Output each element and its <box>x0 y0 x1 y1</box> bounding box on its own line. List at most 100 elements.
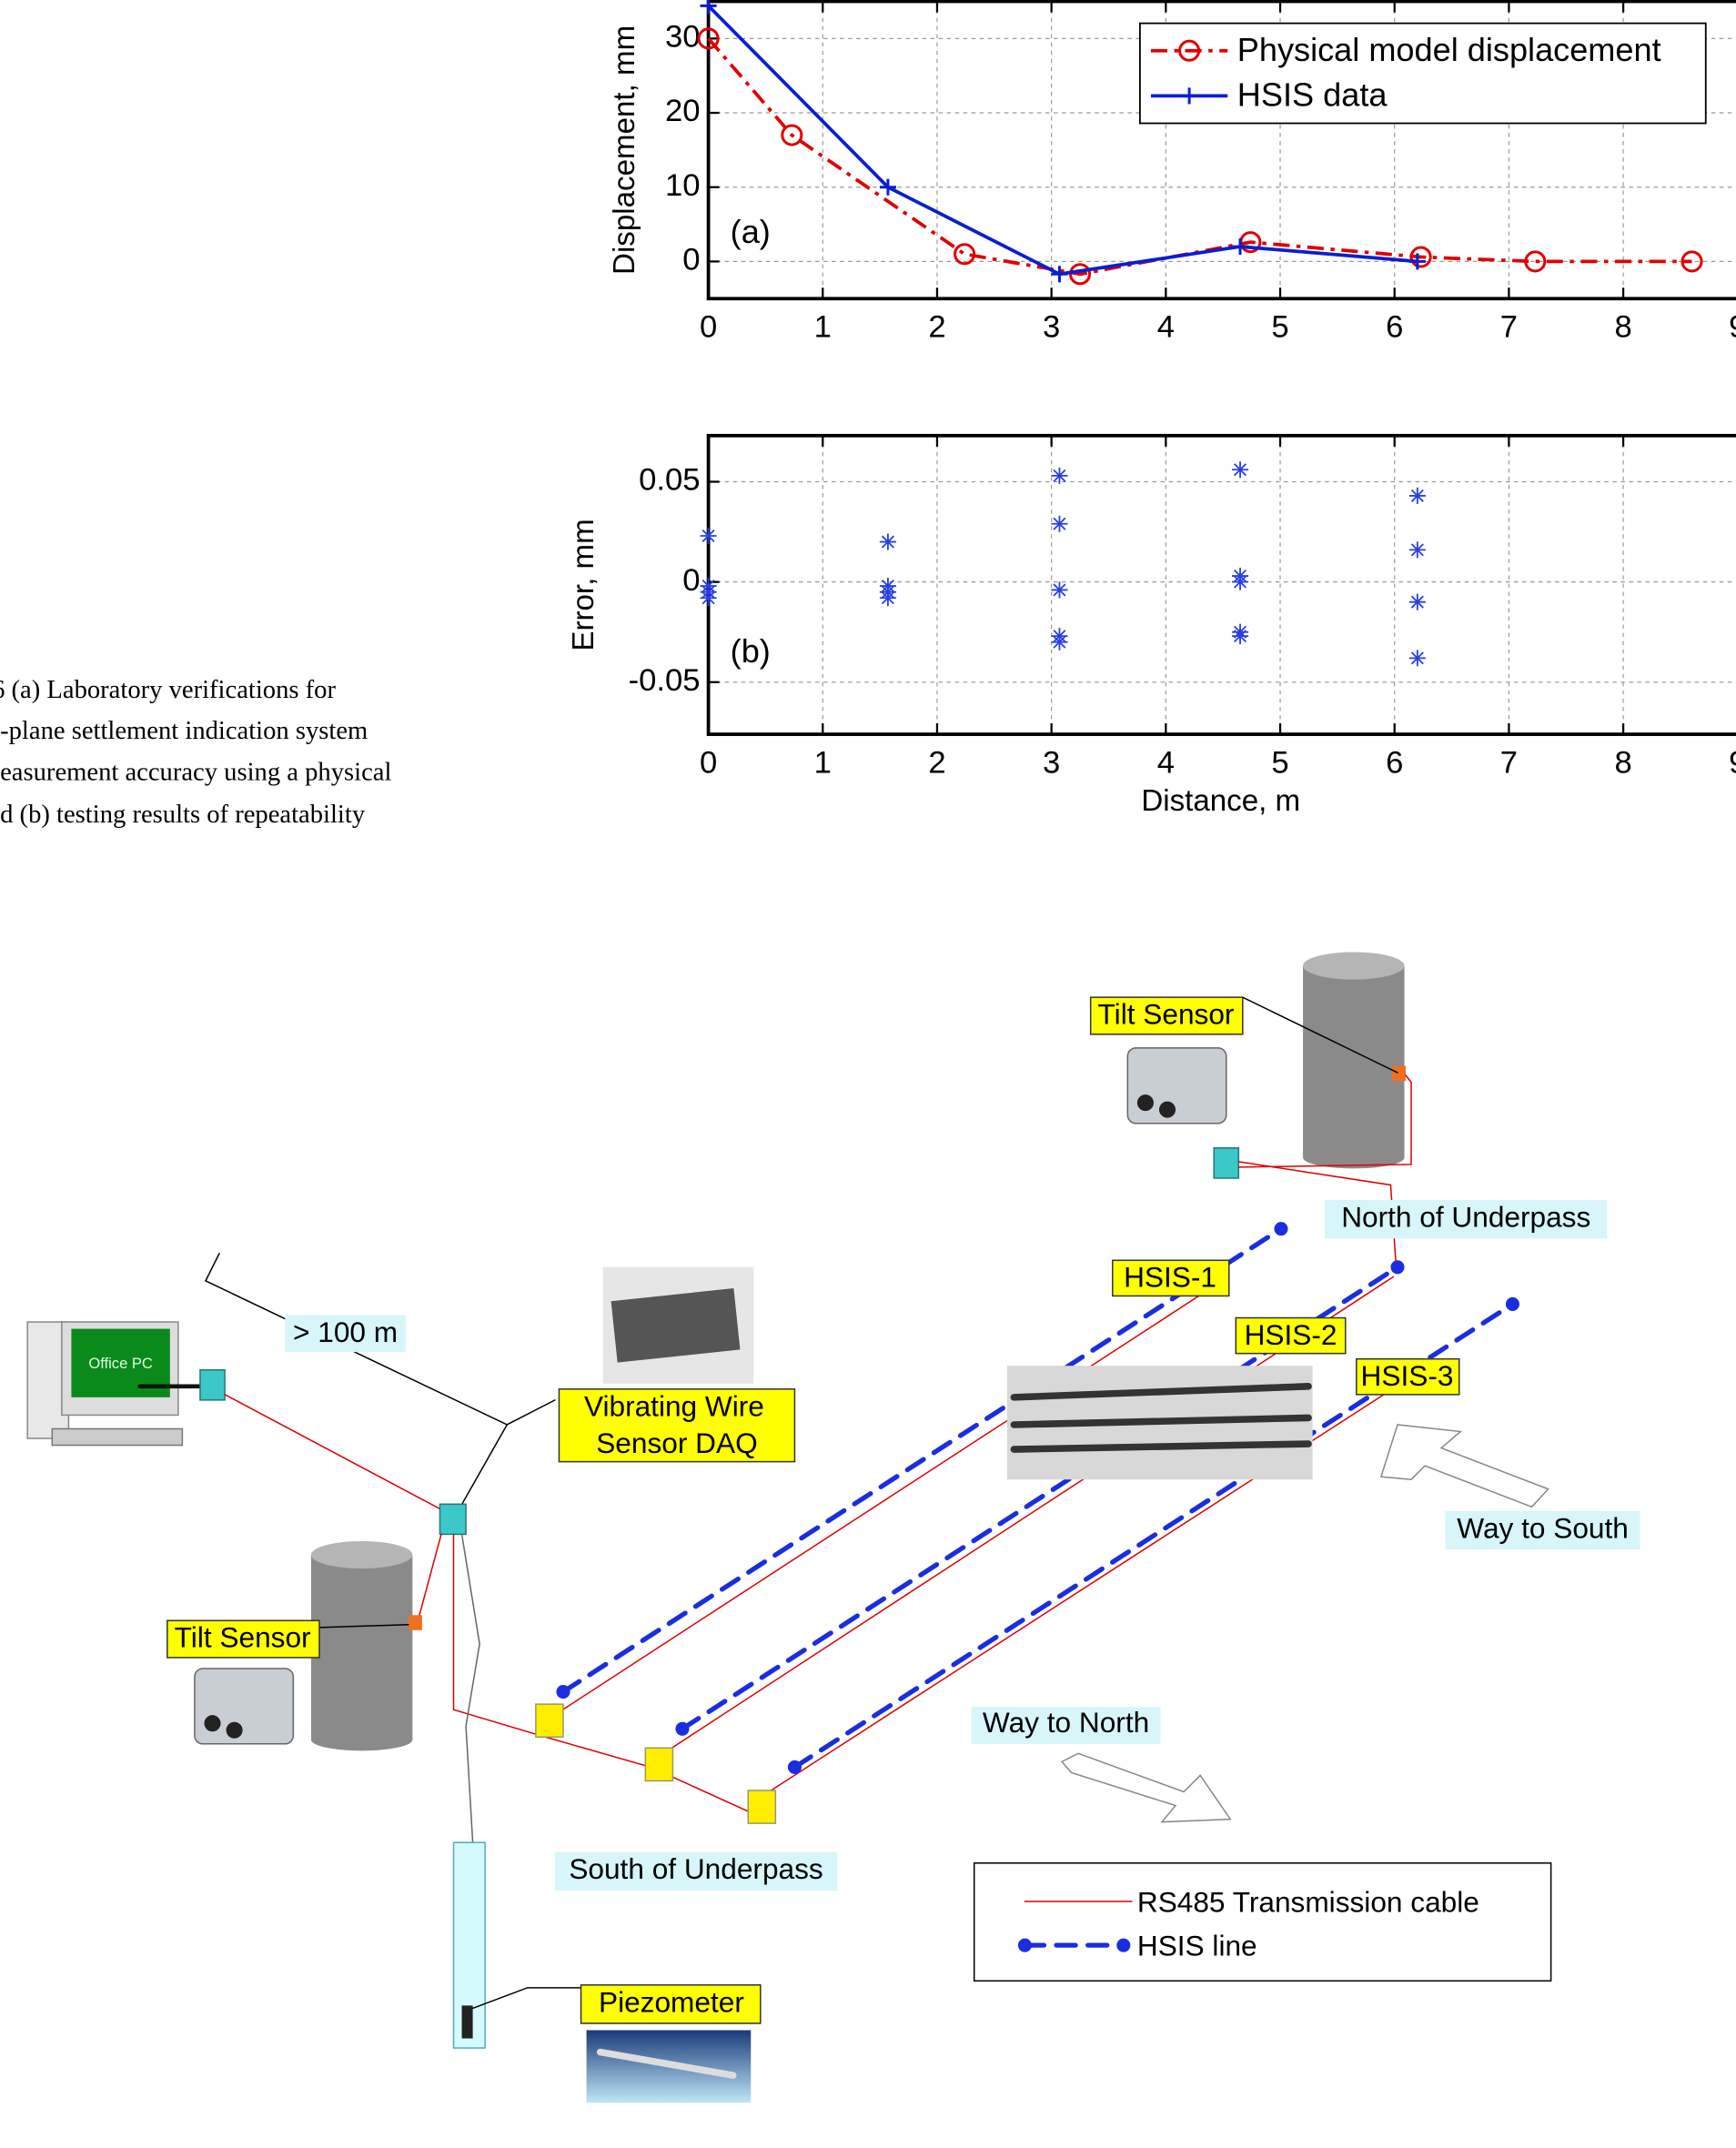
legend-box <box>1138 22 1707 125</box>
marker <box>700 0 717 15</box>
series-line <box>707 37 1692 277</box>
legend: Physical model displacement HSIS data <box>1138 22 1707 125</box>
marker <box>1051 467 1068 484</box>
cable <box>452 1533 758 1816</box>
node <box>199 1368 226 1401</box>
y-axis-label: Error, mm <box>567 519 601 650</box>
legend-label: HSIS data <box>1237 76 1388 113</box>
plot-area <box>708 435 1736 735</box>
marker <box>1408 593 1426 610</box>
x-tick-label: 5 <box>1271 745 1288 780</box>
marker-shape <box>881 535 894 549</box>
marker-shape <box>781 124 803 146</box>
label: HSIS-1 <box>1124 1261 1216 1294</box>
marker <box>1181 87 1198 105</box>
x-tick-label: 0 <box>700 310 717 345</box>
legend-label: Physical model displacement <box>1237 31 1661 68</box>
x-tick-label: 1 <box>814 310 832 345</box>
y-tick-label: 0.05 <box>639 463 700 498</box>
marker <box>954 243 976 266</box>
sensor-photo <box>204 1715 221 1732</box>
x-tick-label: 7 <box>1500 745 1518 780</box>
caption-line: easurement accuracy using a physical <box>0 758 391 786</box>
diagram: Tilt Sensor North of Underpass HSIS-1 HS… <box>26 952 1640 2103</box>
x-tick-label: 4 <box>1157 745 1175 780</box>
label: Tilt Sensor <box>1098 998 1235 1031</box>
marker <box>1051 266 1068 283</box>
marker <box>879 590 896 607</box>
hsis-line <box>560 1226 1284 1695</box>
x-tick-label: 4 <box>1157 310 1175 345</box>
marker-shape <box>1178 39 1201 62</box>
piezometer <box>461 2005 473 2039</box>
pillar <box>310 1555 413 1740</box>
leader <box>318 1624 409 1629</box>
y-tick-label: 20 <box>665 94 701 128</box>
x-tick-label: 2 <box>928 310 945 345</box>
marker-shape <box>1410 543 1424 557</box>
marker-shape <box>1409 246 1432 268</box>
marker <box>1409 246 1432 268</box>
hsis-end <box>1390 1260 1405 1275</box>
label-box <box>1235 1316 1347 1355</box>
label: North of Underpass <box>1341 1200 1590 1233</box>
arrow <box>1060 1752 1232 1823</box>
hsis-end <box>556 1685 570 1699</box>
label: HSIS-2 <box>1245 1318 1337 1351</box>
cable <box>1237 1161 1398 1268</box>
y-tick-label: -0.05 <box>629 663 701 698</box>
label-box <box>1445 1510 1640 1549</box>
annotation: (b) <box>731 632 771 670</box>
hsis-photo <box>1010 1414 1312 1428</box>
marker-shape <box>1053 583 1066 597</box>
plot-frame <box>706 0 1736 301</box>
y-axis-label: Displacement, mm <box>608 25 641 275</box>
marker <box>1178 39 1201 62</box>
marker <box>1408 650 1426 667</box>
label: > 100 m <box>293 1316 398 1348</box>
marker <box>1232 238 1249 256</box>
x-tick-label: 6 <box>1386 310 1403 345</box>
pillar <box>310 1729 413 1751</box>
leader <box>471 1987 582 2010</box>
x-tick-label: 9 <box>1729 745 1736 780</box>
label-box <box>1356 1357 1460 1396</box>
marker <box>879 533 896 550</box>
marker-shape <box>954 243 976 266</box>
node <box>747 1790 777 1824</box>
label: Office PC <box>88 1355 153 1372</box>
legend-swatch <box>1017 1938 1032 1952</box>
marker <box>697 27 720 50</box>
hsis-end <box>1274 1222 1288 1236</box>
arrow <box>1379 1424 1549 1508</box>
marker-shape <box>1234 463 1247 477</box>
legend-label: RS485 Transmission cable <box>1137 1885 1479 1918</box>
hsis-photo <box>1010 1383 1312 1401</box>
x-tick-label: 2 <box>928 745 945 780</box>
y-tick-label: 0 <box>682 563 700 598</box>
dimension <box>506 1399 556 1426</box>
marker <box>1408 541 1426 559</box>
dimension <box>205 1252 220 1282</box>
x-tick-label: 5 <box>1271 310 1288 345</box>
hsis-end <box>787 1760 802 1774</box>
pillar <box>1303 952 1405 980</box>
y-tick-label: 30 <box>665 19 701 54</box>
node <box>644 1747 674 1782</box>
label-box <box>285 1315 406 1353</box>
leader <box>1242 996 1398 1074</box>
x-tick-label: 0 <box>700 745 717 780</box>
marker <box>1408 253 1426 270</box>
marker <box>1524 250 1547 273</box>
caption-line: 6 (a) Laboratory verifications for <box>0 676 336 704</box>
pillar <box>1303 1146 1405 1169</box>
x-tick-label: 8 <box>1614 310 1631 345</box>
marker <box>700 590 717 607</box>
node <box>439 1503 467 1536</box>
marker-shape <box>1053 517 1066 530</box>
label-box <box>1325 1200 1608 1239</box>
sensor-photo <box>1158 1101 1176 1118</box>
cable <box>417 1533 442 1622</box>
label: Vibrating Wire <box>584 1389 764 1422</box>
marker-shape <box>697 27 720 50</box>
